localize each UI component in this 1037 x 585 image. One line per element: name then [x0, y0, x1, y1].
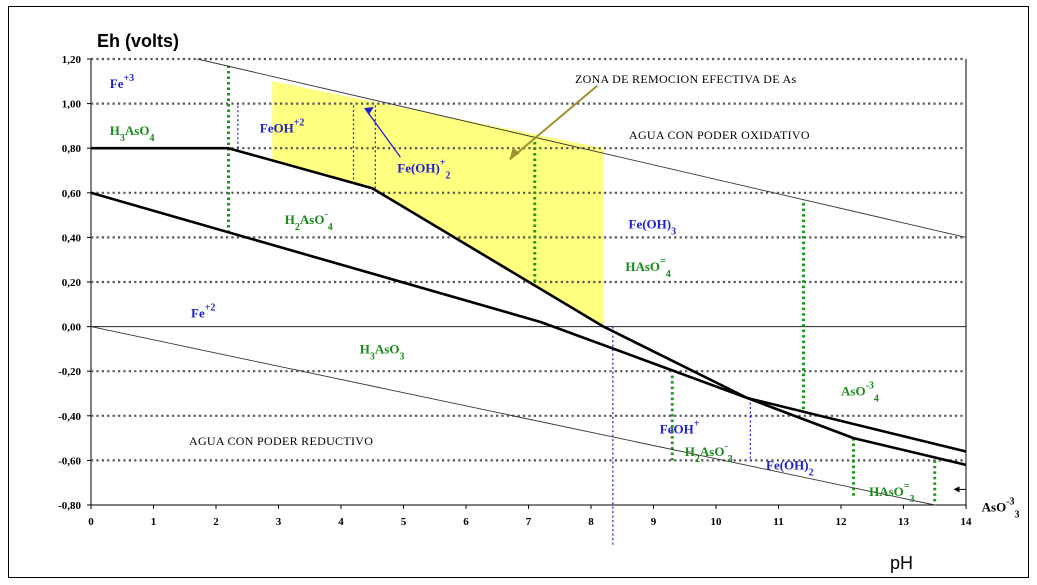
x-tick-label: 6 — [463, 516, 469, 528]
y-tick-label: 1,20 — [62, 54, 82, 66]
effective-zone-annotation: ZONA DE REMOCION EFECTIVA DE As — [575, 72, 796, 86]
x-tick-label: 13 — [898, 516, 910, 528]
x-tick-label: 3 — [276, 516, 282, 528]
species-label-feoh2n: Fe(OH)2 — [766, 457, 814, 478]
species-label-h2aso3: H2AsO-3 — [685, 441, 733, 465]
reductive-water-annotation: AGUA CON PODER REDUCTIVO — [189, 434, 373, 448]
boundary-fe-species — [91, 146, 967, 467]
x-tick-label: 11 — [773, 516, 783, 528]
species-label-h2aso4: H2AsO-4 — [285, 209, 333, 233]
x-tick-label: 10 — [711, 516, 723, 528]
feoh2-pointer-arrowhead — [364, 107, 374, 116]
x-tick-label: 2 — [213, 516, 219, 528]
zone-pointer-arrowhead — [509, 147, 520, 160]
species-label-aso4: AsO-34 — [841, 381, 879, 405]
species-label-haso3: HAsO=3 — [869, 481, 914, 505]
y-tick-label: 0,40 — [62, 232, 82, 244]
x-tick-label: 8 — [588, 516, 594, 528]
eh-ph-diagram: Eh (volts) pH 1,20 1,00 0,80 0,60 0,40 0,20 0,… — [58, 31, 1020, 573]
y-tick-label: 0,00 — [62, 322, 82, 334]
water-stability-line-upper — [197, 58, 967, 238]
oxidative-water-annotation: AGUA CON PODER OXIDATIVO — [629, 128, 810, 142]
y-tick-label: 0,20 — [62, 277, 82, 289]
x-tick-label: 12 — [836, 516, 848, 528]
species-label-feoh3: Fe(OH)3 — [629, 216, 677, 237]
y-tick-label: -0,20 — [58, 366, 81, 378]
effective-removal-zone — [272, 81, 604, 327]
species-label-fe3: Fe+3 — [110, 73, 134, 91]
feoh2-pointer-arrow — [364, 107, 401, 158]
y-tick-label: -0,40 — [58, 411, 81, 423]
species-label-h3aso3: H3AsO3 — [360, 341, 405, 362]
y-tick-label: -0,60 — [58, 455, 81, 467]
boundary-as-species — [90, 191, 967, 453]
chart-frame: Eh (volts) pH 1,20 1,00 0,80 0,60 0,40 0,20 0,… — [8, 6, 1029, 578]
x-tick-label: 0 — [88, 516, 94, 528]
aso3-pointer-arrowhead — [953, 486, 960, 493]
y-tick-label: 0,80 — [62, 143, 82, 155]
y-tick-label: 1,00 — [62, 99, 82, 111]
x-tick-label: 5 — [401, 516, 407, 528]
species-label-feoh: FeOH+ — [660, 419, 700, 437]
species-label-aso3: AsO-33 — [982, 497, 1020, 521]
species-label-fe2: Fe+2 — [191, 303, 215, 321]
species-label-feoh2p: Fe(OH)+2 — [397, 158, 450, 182]
y-tick-label: -0,80 — [58, 500, 81, 512]
species-label-haso4: HAsO=4 — [625, 256, 670, 280]
x-tick-label: 1 — [151, 516, 157, 528]
water-stability-line-lower — [90, 326, 935, 506]
x-tick-label: 14 — [961, 516, 973, 528]
species-label-feoh2: FeOH+2 — [260, 118, 305, 136]
x-tick-label: 7 — [526, 516, 532, 528]
y-axis-title: Eh (volts) — [97, 31, 179, 51]
species-label-h3aso4: H3AsO4 — [110, 123, 155, 144]
x-axis-title: pH — [890, 553, 913, 573]
zone-pointer-arrow — [509, 84, 598, 161]
y-tick-label: 0,60 — [62, 188, 82, 200]
x-tick-label: 4 — [338, 516, 344, 528]
x-tick-label: 9 — [651, 516, 657, 528]
